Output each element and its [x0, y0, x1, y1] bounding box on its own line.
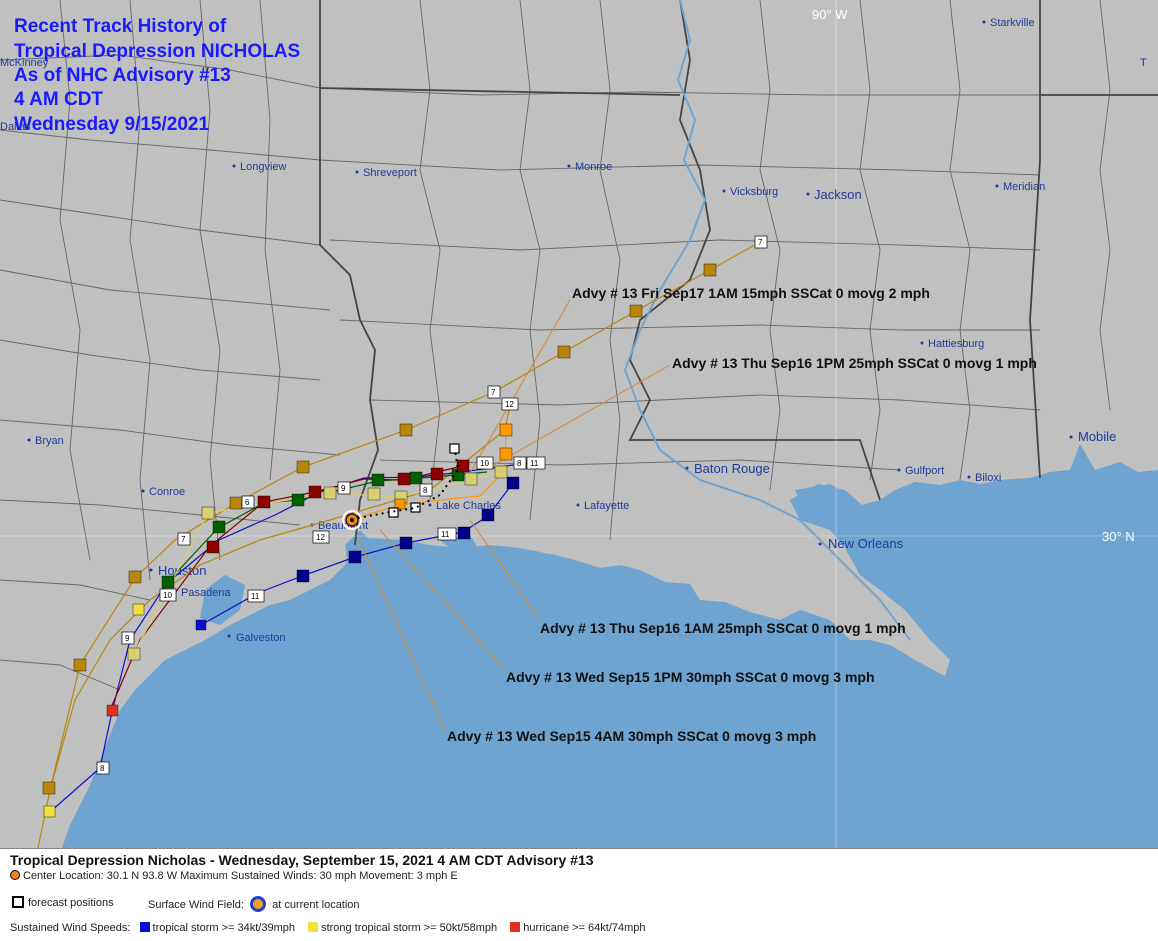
- city-edge-label: T: [1140, 57, 1147, 69]
- legend-wind-field: Surface Wind Field: at current location: [148, 896, 360, 912]
- annotation-thu-sep16-am: Advy # 13 Thu Sep16 1AM 25mph SSCat 0 mo…: [540, 620, 906, 636]
- svg-text:11: 11: [441, 530, 450, 539]
- forecast-dotted-path: [357, 449, 460, 519]
- svg-text:Wednesday 9/15/2021: Wednesday 9/15/2021: [14, 114, 209, 135]
- svg-text:10: 10: [480, 459, 489, 468]
- city-hattiesburg: Hattiesburg: [928, 338, 984, 350]
- svg-text:9: 9: [341, 484, 346, 493]
- city-new-orleans: New Orleans: [828, 536, 904, 551]
- svg-text:As of NHC Advisory #13: As of NHC Advisory #13: [14, 65, 231, 86]
- city-meridian: Meridian: [1003, 181, 1045, 193]
- svg-text:8: 8: [100, 764, 105, 773]
- state-borders: [319, 0, 1158, 546]
- svg-text:8: 8: [423, 486, 428, 495]
- svg-text:Tropical Depression NICHOLAS: Tropical Depression NICHOLAS: [14, 41, 300, 62]
- map-title: Recent Track History of Tropical Depress…: [14, 16, 300, 135]
- city-conroe: Conroe: [149, 486, 185, 498]
- city-shreveport: Shreveport: [363, 167, 417, 179]
- svg-text:11: 11: [530, 459, 539, 468]
- city-jackson: Jackson: [814, 187, 862, 202]
- svg-text:7: 7: [491, 388, 496, 397]
- city-monroe: Monroe: [575, 161, 612, 173]
- svg-text:9: 9: [125, 634, 130, 643]
- city-baton-rouge: Baton Rouge: [694, 461, 770, 476]
- svg-text:8: 8: [517, 459, 522, 468]
- svg-text:10: 10: [163, 591, 172, 600]
- svg-text:Recent Track History of: Recent Track History of: [14, 16, 227, 37]
- legend-forecast-positions: forecast positions: [12, 896, 114, 909]
- wind-ring-icon: [250, 896, 267, 912]
- svg-text:12: 12: [505, 400, 514, 409]
- city-longview: Longview: [240, 161, 287, 173]
- annotation-wed-sep15-pm: Advy # 13 Wed Sep15 1PM 30mph SSCat 0 mo…: [506, 669, 875, 685]
- track-map: Recent Track History of Tropical Depress…: [0, 0, 1158, 848]
- latitude-label: 30° N: [1102, 529, 1135, 544]
- mississippi-river: [623, 0, 911, 641]
- galveston-bay: [200, 575, 245, 625]
- city-dallas: Dallas: [0, 121, 31, 133]
- city-gulfport: Gulfport: [905, 465, 944, 477]
- legend-header: Tropical Depression Nicholas - Wednesday…: [10, 852, 594, 868]
- annotation-fri-sep17: Advy # 13 Fri Sep17 1AM 15mph SSCat 0 mo…: [572, 285, 930, 301]
- advisory-annotations: Advy # 13 Fri Sep17 1AM 15mph SSCat 0 mo…: [447, 285, 1037, 744]
- city-biloxi: Biloxi: [975, 472, 1001, 484]
- city-starkville: Starkville: [990, 17, 1035, 29]
- svg-text:6: 6: [245, 498, 250, 507]
- open-square-icon: [12, 896, 24, 908]
- city-mobile: Mobile: [1078, 429, 1116, 444]
- legend-center-location: Center Location: 30.1 N 93.8 W Maximum S…: [10, 870, 458, 882]
- svg-text:4 AM CDT: 4 AM CDT: [14, 89, 103, 110]
- tropical-storm-swatch-icon: [139, 922, 150, 932]
- longitude-label: 90° W: [812, 7, 848, 22]
- svg-text:7: 7: [181, 535, 186, 544]
- track-squares: [42, 263, 717, 818]
- city-galveston: Galveston: [236, 632, 286, 644]
- forecast-number-boxes: 7 12 7 10 11 8 9 6 8 12 7 11 10 11 9 8: [96, 235, 768, 775]
- city-bryan: Bryan: [35, 435, 64, 447]
- annotation-thu-sep16-pm: Advy # 13 Thu Sep16 1PM 25mph SSCat 0 mo…: [672, 355, 1037, 371]
- current-center-marker: [342, 510, 362, 530]
- city-pasadena: Pasadena: [181, 587, 231, 599]
- hurricane-swatch-icon: [510, 922, 521, 932]
- annotation-wed-sep15-am: Advy # 13 Wed Sep15 4AM 30mph SSCat 0 mo…: [447, 728, 816, 744]
- legend-sustained-winds: Sustained Wind Speeds: tropical storm >=…: [10, 922, 646, 934]
- delta-bay: [640, 582, 700, 610]
- legend-panel: Tropical Depression Nicholas - Wednesday…: [0, 848, 1158, 941]
- city-lafayette: Lafayette: [584, 500, 629, 512]
- land-mass: [0, 0, 1158, 848]
- svg-text:11: 11: [251, 592, 260, 601]
- svg-text:12: 12: [316, 533, 325, 542]
- city-vicksburg: Vicksburg: [730, 186, 778, 198]
- svg-text:7: 7: [758, 238, 763, 247]
- annotation-leaders: [357, 299, 671, 731]
- center-dot-icon: [10, 870, 20, 880]
- city-mckinney: McKinney: [0, 57, 49, 69]
- strong-tropical-storm-swatch-icon: [308, 922, 319, 932]
